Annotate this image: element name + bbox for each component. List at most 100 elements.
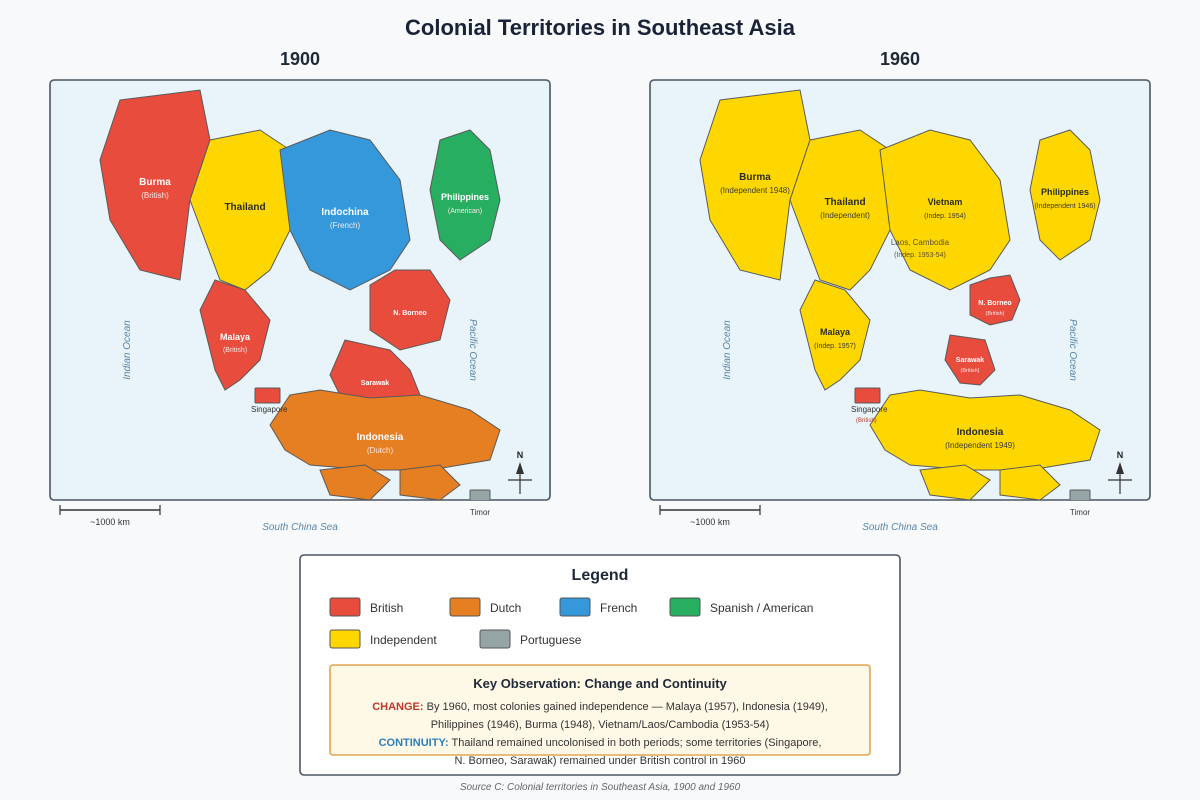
panel-title-1960: 1960 bbox=[880, 49, 920, 69]
label-thailand-1960: Thailand bbox=[824, 197, 865, 208]
north-arrow-1900: N bbox=[508, 450, 532, 494]
territory-philippines-1900[interactable] bbox=[429, 129, 501, 261]
label-malaya-1900: Malaya bbox=[220, 332, 251, 342]
label-indian-ocean-1900: Indian Ocean bbox=[122, 320, 133, 380]
status-sarawak-1960: (British) bbox=[961, 368, 980, 374]
label-nborneo-1900: N. Borneo bbox=[393, 310, 426, 317]
status-burma-1900: (British) bbox=[141, 191, 169, 200]
status-burma-1960: (Independent 1948) bbox=[720, 186, 790, 195]
label-burma-1900: Burma bbox=[139, 177, 171, 188]
legend-label-french: French bbox=[600, 601, 637, 615]
north-label-1960: N bbox=[1117, 450, 1124, 460]
continuity-label: CONTINUITY: bbox=[379, 737, 449, 749]
legend-label-british: British bbox=[370, 601, 403, 615]
territory-indonesia-island-b-1900[interactable] bbox=[399, 464, 461, 500]
legend-swatch-portuguese bbox=[479, 629, 511, 649]
key-observation-title: Key Observation: Change and Continuity bbox=[473, 676, 727, 691]
label-singapore-1900: Singapore bbox=[251, 405, 288, 414]
territory-indonesia-1900[interactable] bbox=[269, 389, 501, 471]
label-timor-1900: Timor bbox=[470, 508, 490, 517]
territory-indonesia-island-a-1900[interactable] bbox=[319, 464, 391, 500]
status-laos-cambodia-1960: (Indep. 1953-54) bbox=[894, 252, 946, 259]
continuity-line-2: N. Borneo, Sarawak) remained under Briti… bbox=[454, 755, 745, 767]
status-nborneo-1960: (British) bbox=[986, 311, 1005, 317]
status-malaya-1900: (British) bbox=[223, 347, 247, 354]
page-title: Colonial Territories in Southeast Asia bbox=[405, 15, 796, 40]
status-indonesia-1900: (Dutch) bbox=[367, 446, 394, 455]
panel-title-1900: 1900 bbox=[280, 49, 320, 69]
scale-label-1960: ~1000 km bbox=[690, 517, 730, 527]
territory-thailand-1900[interactable] bbox=[189, 129, 296, 291]
label-indochina-1900: Indochina bbox=[321, 207, 369, 218]
label-nborneo-1960: N. Borneo bbox=[978, 300, 1011, 307]
territory-singapore-1960[interactable] bbox=[854, 387, 881, 404]
territory-nborneo-1900[interactable] bbox=[369, 269, 451, 351]
key-observation-box bbox=[329, 664, 871, 756]
status-indonesia-1960: (Independent 1949) bbox=[945, 441, 1015, 450]
legend-swatch-spanish-american bbox=[669, 597, 701, 617]
label-sarawak-1960: Sarawak bbox=[956, 357, 985, 364]
map-panel-1900: 1900 Burma (British) Thailand Indochina … bbox=[49, 49, 551, 533]
label-indian-ocean-1960: Indian Ocean bbox=[722, 320, 733, 380]
territory-timor-1900[interactable] bbox=[469, 489, 491, 502]
territory-sarawak-1960[interactable] bbox=[944, 334, 996, 386]
label-thailand-1900: Thailand bbox=[224, 202, 265, 213]
label-philippines-1900: Philippines bbox=[441, 192, 489, 202]
legend-swatch-dutch bbox=[449, 597, 481, 617]
continuity-line-1: CONTINUITY: Thailand remained uncolonise… bbox=[379, 737, 822, 749]
legend-label-portuguese: Portuguese bbox=[520, 633, 582, 647]
territory-indonesia-island-a-1960[interactable] bbox=[919, 464, 991, 500]
territory-vietnam-1960[interactable] bbox=[879, 129, 1011, 291]
change-line-1: CHANGE: By 1960, most colonies gained in… bbox=[372, 701, 828, 713]
label-sarawak-1900: Sarawak bbox=[361, 380, 390, 387]
label-philippines-1960: Philippines bbox=[1041, 187, 1089, 197]
north-label-1900: N bbox=[517, 450, 524, 460]
scale-bar-1900: ~1000 km bbox=[59, 505, 161, 527]
territory-malaya-1960[interactable] bbox=[799, 279, 871, 391]
label-pacific-ocean-1960: Pacific Ocean bbox=[1067, 319, 1078, 381]
source-caption: Source C: Colonial territories in Southe… bbox=[460, 782, 741, 793]
change-label: CHANGE: bbox=[372, 701, 423, 713]
territory-timor-1960[interactable] bbox=[1069, 489, 1091, 502]
scale-label-1900: ~1000 km bbox=[90, 517, 130, 527]
status-thailand-1960: (Independent) bbox=[820, 211, 870, 220]
legend-swatch-french bbox=[559, 597, 591, 617]
legend-swatch-british bbox=[329, 597, 361, 617]
continuity-text-1: Thailand remained uncolonised in both pe… bbox=[452, 737, 822, 749]
legend: Legend British Dutch French Spanish / Am… bbox=[299, 554, 901, 776]
label-burma-1960: Burma bbox=[739, 172, 771, 183]
label-indonesia-1900: Indonesia bbox=[357, 432, 404, 443]
legend-label-independent: Independent bbox=[370, 633, 437, 647]
territory-nborneo-1960[interactable] bbox=[969, 274, 1021, 326]
territory-indonesia-1960[interactable] bbox=[869, 389, 1101, 471]
territory-burma-1960[interactable] bbox=[699, 89, 811, 281]
status-singapore-1960: (British) bbox=[856, 418, 877, 424]
label-vietnam-1960: Vietnam bbox=[928, 197, 963, 207]
change-line-2: Philippines (1946), Burma (1948), Vietna… bbox=[431, 719, 770, 731]
territory-indochina-1900[interactable] bbox=[279, 129, 411, 291]
territory-burma-1900[interactable] bbox=[99, 89, 211, 281]
legend-swatch-independent bbox=[329, 629, 361, 649]
north-arrow-1960: N bbox=[1108, 450, 1132, 494]
status-indochina-1900: (French) bbox=[330, 221, 361, 230]
territory-thailand-1960[interactable] bbox=[789, 129, 896, 291]
label-singapore-1960: Singapore bbox=[851, 405, 888, 414]
legend-title: Legend bbox=[572, 567, 629, 584]
status-vietnam-1960: (Indep. 1954) bbox=[924, 213, 966, 220]
label-south-china-sea-1900: South China Sea bbox=[262, 522, 338, 533]
label-south-china-sea-1960: South China Sea bbox=[862, 522, 938, 533]
legend-label-dutch: Dutch bbox=[490, 601, 521, 615]
legend-label-spanish-american: Spanish / American bbox=[710, 601, 813, 615]
territory-singapore-1900[interactable] bbox=[254, 387, 281, 404]
label-laos-cambodia-1960: Laos, Cambodia bbox=[891, 238, 950, 247]
change-text-1: By 1960, most colonies gained independen… bbox=[427, 701, 828, 713]
label-malaya-1960: Malaya bbox=[820, 327, 851, 337]
status-malaya-1960: (Indep. 1957) bbox=[814, 343, 856, 350]
label-indonesia-1960: Indonesia bbox=[957, 427, 1004, 438]
territory-philippines-1960[interactable] bbox=[1029, 129, 1101, 261]
label-timor-1960: Timor bbox=[1070, 508, 1090, 517]
territory-malaya-1900[interactable] bbox=[199, 279, 271, 391]
map-panel-1960: 1960 Burma (Independent 1948) Thailand (… bbox=[649, 49, 1151, 533]
territory-indonesia-island-b-1960[interactable] bbox=[999, 464, 1061, 500]
